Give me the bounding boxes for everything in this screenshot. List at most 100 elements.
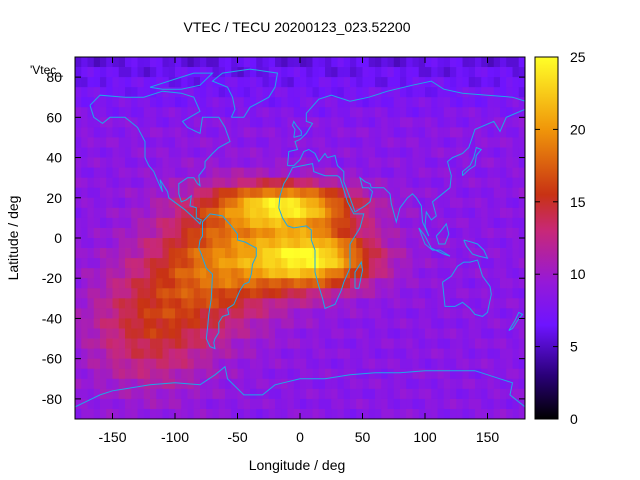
heatmap-cell bbox=[512, 187, 520, 199]
heatmap-cell bbox=[200, 248, 207, 259]
heatmap-cell bbox=[368, 227, 376, 239]
heatmap-cell bbox=[87, 127, 95, 138]
heatmap-cell bbox=[112, 157, 120, 169]
heatmap-cell bbox=[500, 308, 507, 319]
heatmap-cell bbox=[275, 278, 282, 289]
heatmap-cell bbox=[331, 238, 338, 249]
heatmap-cell bbox=[206, 398, 213, 410]
heatmap-cell bbox=[412, 137, 420, 148]
heatmap-cell bbox=[481, 187, 488, 199]
heatmap-cell bbox=[150, 398, 157, 410]
heatmap-cell bbox=[493, 408, 501, 419]
colorbar-tick-label: 0 bbox=[570, 411, 578, 427]
heatmap-cell bbox=[512, 217, 520, 229]
heatmap-cell bbox=[406, 328, 413, 339]
heatmap-cell bbox=[125, 318, 132, 329]
heatmap-cell bbox=[200, 187, 207, 199]
heatmap-cell bbox=[462, 368, 470, 380]
heatmap-cell bbox=[512, 368, 520, 380]
heatmap-cell bbox=[225, 268, 232, 279]
heatmap-cell bbox=[381, 258, 388, 269]
heatmap-cell bbox=[487, 348, 495, 360]
heatmap-cell bbox=[431, 328, 438, 339]
heatmap-cell bbox=[350, 117, 357, 128]
heatmap-cell bbox=[468, 107, 476, 118]
heatmap-cell bbox=[237, 408, 245, 419]
heatmap-cell bbox=[100, 217, 107, 229]
heatmap-cell bbox=[256, 67, 263, 78]
heatmap-cell bbox=[206, 288, 213, 299]
heatmap-cell bbox=[468, 67, 476, 78]
heatmap-cell bbox=[187, 318, 195, 329]
heatmap-cell bbox=[175, 217, 182, 229]
heatmap-cell bbox=[125, 298, 132, 309]
heatmap-cell bbox=[156, 227, 163, 239]
heatmap-cell bbox=[493, 147, 501, 158]
heatmap-cell bbox=[100, 177, 107, 189]
heatmap-cell bbox=[512, 308, 520, 319]
heatmap-cell bbox=[300, 318, 307, 329]
heatmap-cell bbox=[137, 368, 145, 380]
heatmap-cell bbox=[368, 388, 376, 400]
heatmap-cell bbox=[443, 388, 451, 400]
heatmap-cell bbox=[337, 298, 345, 309]
heatmap-cell bbox=[106, 268, 113, 279]
heatmap-cell bbox=[93, 117, 101, 128]
heatmap-cell bbox=[112, 238, 120, 249]
heatmap-cell bbox=[206, 137, 213, 148]
heatmap-cell bbox=[343, 288, 351, 299]
heatmap-cell bbox=[400, 77, 407, 88]
heatmap-cell bbox=[143, 408, 151, 419]
heatmap-cell bbox=[150, 308, 157, 319]
heatmap-cell bbox=[337, 127, 345, 138]
heatmap-cell bbox=[356, 57, 363, 68]
heatmap-cell bbox=[175, 318, 182, 329]
heatmap-cell bbox=[306, 147, 313, 158]
heatmap-cell bbox=[106, 147, 113, 158]
heatmap-cell bbox=[256, 278, 263, 289]
heatmap-cell bbox=[506, 87, 513, 98]
heatmap-cell bbox=[375, 408, 382, 419]
heatmap-cell bbox=[112, 278, 120, 289]
heatmap-cell bbox=[487, 107, 495, 118]
heatmap-cell bbox=[106, 137, 113, 148]
heatmap-cell bbox=[518, 278, 525, 289]
heatmap-cell bbox=[318, 308, 326, 319]
heatmap-cell bbox=[100, 227, 107, 239]
heatmap-cell bbox=[493, 378, 501, 390]
heatmap-cell bbox=[475, 378, 482, 390]
heatmap-cell bbox=[212, 127, 220, 138]
heatmap-cell bbox=[293, 378, 301, 390]
heatmap-cell bbox=[518, 197, 525, 209]
heatmap-cell bbox=[350, 308, 357, 319]
heatmap-cell bbox=[500, 298, 507, 309]
heatmap-cell bbox=[131, 187, 138, 199]
heatmap-cell bbox=[375, 97, 382, 108]
heatmap-cell bbox=[225, 258, 232, 269]
heatmap-cell bbox=[262, 408, 270, 419]
heatmap-cell bbox=[268, 107, 276, 118]
heatmap-cell bbox=[512, 167, 520, 179]
heatmap-cell bbox=[125, 358, 132, 370]
heatmap-cell bbox=[225, 77, 232, 88]
heatmap-cell bbox=[262, 338, 270, 350]
heatmap-cell bbox=[306, 227, 313, 239]
heatmap-cell bbox=[325, 348, 332, 360]
heatmap-cell bbox=[187, 157, 195, 169]
heatmap-cell bbox=[450, 398, 457, 410]
heatmap-cell bbox=[187, 278, 195, 289]
heatmap-cell bbox=[225, 117, 232, 128]
heatmap-cell bbox=[425, 167, 432, 179]
heatmap-cell bbox=[250, 97, 257, 108]
heatmap-cell bbox=[518, 117, 525, 128]
heatmap-cell bbox=[87, 388, 95, 400]
heatmap-cell bbox=[181, 318, 188, 329]
heatmap-cell bbox=[412, 97, 420, 108]
heatmap-cell bbox=[518, 97, 525, 108]
heatmap-cell bbox=[450, 157, 457, 169]
heatmap-cell bbox=[400, 308, 407, 319]
heatmap-cell bbox=[343, 378, 351, 390]
heatmap-cell bbox=[281, 207, 288, 219]
heatmap-cell bbox=[243, 388, 251, 400]
heatmap-cell bbox=[112, 298, 120, 309]
